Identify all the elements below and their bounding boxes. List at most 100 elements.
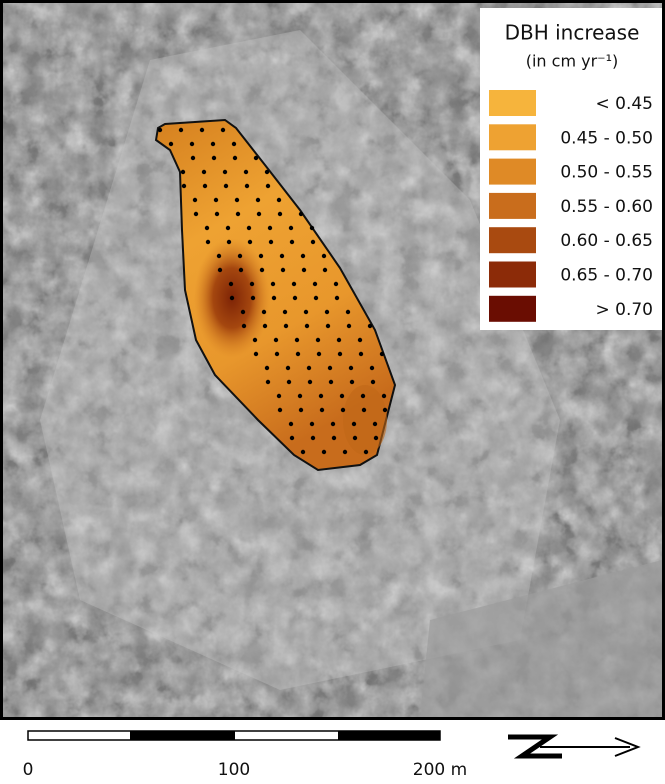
legend-swatch <box>489 193 536 219</box>
sample-point <box>313 282 317 286</box>
sample-point <box>230 296 234 300</box>
sample-point <box>286 366 290 370</box>
sample-point <box>272 296 276 300</box>
sample-point <box>257 212 261 216</box>
sample-point <box>332 436 336 440</box>
legend-swatch <box>489 159 536 185</box>
north-arrow-head <box>540 738 638 756</box>
sample-point <box>290 240 294 244</box>
sample-point <box>383 408 387 412</box>
sample-point <box>311 436 315 440</box>
sample-point <box>236 212 240 216</box>
sample-point <box>274 338 278 342</box>
sample-point <box>275 352 279 356</box>
sample-point <box>314 296 318 300</box>
scale-segment <box>338 731 440 740</box>
sample-point <box>190 142 194 146</box>
sample-point <box>278 408 282 412</box>
sample-point <box>302 268 306 272</box>
sample-point <box>227 240 231 244</box>
sample-point <box>359 352 363 356</box>
sample-point <box>331 422 335 426</box>
sample-point <box>373 422 377 426</box>
sample-point <box>253 338 257 342</box>
sample-point <box>304 310 308 314</box>
sample-point <box>214 198 218 202</box>
sample-point <box>352 422 356 426</box>
legend-label: > 0.70 <box>596 300 654 320</box>
sample-point <box>290 436 294 440</box>
sample-point <box>278 212 282 216</box>
sample-point <box>326 324 330 328</box>
sample-point <box>277 198 281 202</box>
sample-point <box>349 366 353 370</box>
sample-point <box>346 310 350 314</box>
legend-swatch <box>489 90 536 116</box>
sample-point <box>235 198 239 202</box>
sample-point <box>350 380 354 384</box>
sample-point <box>203 184 207 188</box>
sample-point <box>277 394 281 398</box>
sample-point <box>191 156 195 160</box>
legend-label: 0.60 - 0.65 <box>560 231 653 251</box>
sample-point <box>305 324 309 328</box>
sample-point <box>182 184 186 188</box>
sample-point <box>271 282 275 286</box>
sample-point <box>317 352 321 356</box>
sample-point <box>238 254 242 258</box>
sample-point <box>226 226 230 230</box>
sample-point <box>217 254 221 258</box>
sample-point <box>322 450 326 454</box>
scale-label: 100 <box>218 760 250 780</box>
sample-point <box>289 226 293 230</box>
sample-point <box>382 394 386 398</box>
sample-point <box>281 268 285 272</box>
sample-point <box>247 226 251 230</box>
sample-point <box>169 142 173 146</box>
sample-point <box>211 142 215 146</box>
sample-point <box>233 156 237 160</box>
sample-point <box>299 408 303 412</box>
sample-point <box>338 352 342 356</box>
sample-point <box>374 436 378 440</box>
legend-label: 0.50 - 0.55 <box>560 163 653 183</box>
sample-point <box>242 324 246 328</box>
sample-point <box>296 352 300 356</box>
sample-point <box>370 366 374 370</box>
sample-point <box>299 212 303 216</box>
sample-point <box>298 394 302 398</box>
sample-point <box>329 380 333 384</box>
sample-point <box>284 324 288 328</box>
sample-point <box>269 240 273 244</box>
sample-point <box>310 422 314 426</box>
legend-label: 0.65 - 0.70 <box>560 266 653 286</box>
sample-point <box>310 226 314 230</box>
map-figure: DBH increase (in cm yr⁻¹) < 0.450.45 - 0… <box>0 0 665 784</box>
sample-point <box>316 338 320 342</box>
sample-point <box>248 240 252 244</box>
legend-swatch <box>489 262 536 288</box>
sample-point <box>179 128 183 132</box>
sample-point <box>319 394 323 398</box>
sample-point <box>371 380 375 384</box>
sample-point <box>293 296 297 300</box>
sample-point <box>325 310 329 314</box>
sample-point <box>241 310 245 314</box>
sample-point <box>283 310 287 314</box>
sample-point <box>335 296 339 300</box>
sample-point <box>254 156 258 160</box>
sample-point <box>301 450 305 454</box>
sample-point <box>320 408 324 412</box>
sample-point <box>212 156 216 160</box>
sample-point <box>311 240 315 244</box>
scale-label: 0 <box>23 760 34 780</box>
sample-point <box>341 408 345 412</box>
sample-point <box>347 324 351 328</box>
sample-point <box>358 338 362 342</box>
sample-point <box>292 282 296 286</box>
sample-point <box>266 380 270 384</box>
sample-point <box>301 254 305 258</box>
sample-point <box>200 128 204 132</box>
sample-point <box>232 142 236 146</box>
scale-label: 200 m <box>413 760 467 780</box>
